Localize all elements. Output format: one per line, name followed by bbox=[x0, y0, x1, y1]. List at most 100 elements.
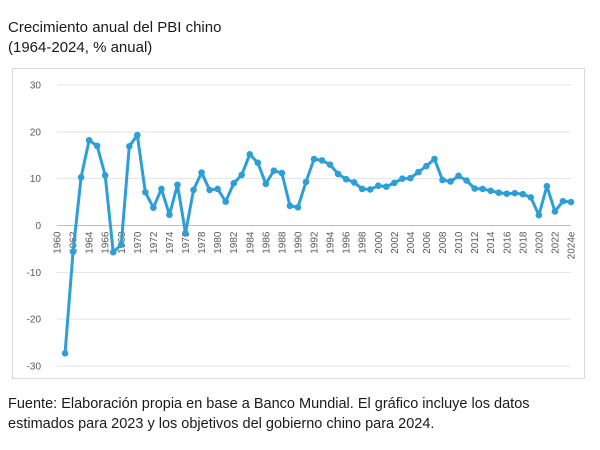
data-point bbox=[117, 241, 125, 248]
x-tick-label: 2008 bbox=[438, 231, 449, 254]
data-point bbox=[109, 248, 117, 256]
x-tick-label: 1966 bbox=[101, 231, 112, 254]
data-point bbox=[134, 131, 141, 139]
data-point bbox=[439, 176, 446, 184]
data-point bbox=[61, 350, 69, 357]
x-tick-label: 1976 bbox=[181, 231, 192, 254]
data-point bbox=[342, 175, 350, 183]
data-point bbox=[238, 171, 246, 179]
data-point bbox=[125, 143, 133, 150]
data-point bbox=[142, 188, 149, 196]
data-point bbox=[310, 155, 318, 163]
data-point bbox=[487, 187, 494, 195]
data-point bbox=[318, 157, 326, 164]
data-point bbox=[423, 162, 430, 170]
data-point bbox=[567, 198, 575, 206]
data-point bbox=[77, 173, 85, 181]
x-tick-label: 1982 bbox=[229, 231, 240, 254]
x-tick-label: 1992 bbox=[310, 231, 321, 254]
data-point bbox=[447, 178, 454, 185]
data-point bbox=[455, 172, 462, 180]
data-point bbox=[495, 189, 503, 197]
x-tick-label: 2024e bbox=[567, 231, 578, 259]
x-tick-label: 2010 bbox=[454, 231, 465, 254]
data-point bbox=[158, 185, 165, 193]
x-tick-label: 1960 bbox=[53, 231, 64, 254]
y-axis-ticks: 30 20 10 0 -10 -20 -30 bbox=[27, 81, 42, 373]
data-point bbox=[206, 186, 213, 194]
y-tick-label: -20 bbox=[27, 315, 42, 326]
data-point bbox=[527, 194, 535, 201]
y-tick-label: 10 bbox=[30, 174, 42, 185]
x-tick-label: 2006 bbox=[422, 231, 433, 254]
x-tick-label: 2012 bbox=[470, 231, 481, 254]
data-point bbox=[222, 198, 229, 205]
data-point bbox=[366, 186, 374, 193]
data-point bbox=[519, 190, 527, 198]
data-point bbox=[69, 248, 77, 256]
data-point bbox=[294, 203, 302, 211]
data-point bbox=[254, 159, 262, 167]
data-point bbox=[350, 179, 358, 186]
data-point bbox=[262, 180, 270, 188]
x-tick-label: 1964 bbox=[85, 231, 96, 254]
data-point bbox=[535, 211, 543, 219]
x-tick-label: 1990 bbox=[293, 231, 304, 254]
data-point bbox=[471, 185, 478, 192]
data-point bbox=[270, 167, 278, 174]
data-point bbox=[374, 182, 382, 189]
x-tick-label: 1994 bbox=[326, 231, 337, 254]
x-tick-label: 2014 bbox=[486, 231, 497, 254]
x-tick-label: 1974 bbox=[165, 231, 176, 254]
source-note: Fuente: Elaboración propia en base a Ban… bbox=[8, 396, 530, 432]
data-point bbox=[399, 175, 406, 182]
x-tick-label: 2002 bbox=[390, 231, 401, 254]
x-axis-ticks: 1960196219641966196819701972197419761978… bbox=[53, 231, 578, 259]
y-tick-label: 30 bbox=[30, 81, 42, 92]
chart-title: Crecimiento anual del PBI chino bbox=[8, 19, 222, 36]
x-tick-label: 1996 bbox=[342, 231, 353, 254]
x-tick-label: 2016 bbox=[502, 231, 513, 254]
data-point bbox=[101, 172, 109, 179]
chart-subtitle: (1964-2024, % anual) bbox=[8, 39, 153, 56]
data-point bbox=[190, 186, 197, 194]
data-point bbox=[150, 204, 157, 211]
y-tick-label: 20 bbox=[30, 127, 42, 138]
data-point bbox=[358, 185, 366, 193]
data-point bbox=[182, 229, 189, 237]
data-point bbox=[230, 180, 237, 187]
x-tick-label: 1970 bbox=[133, 231, 144, 254]
x-tick-label: 1998 bbox=[358, 231, 369, 254]
data-point bbox=[559, 197, 567, 205]
data-point bbox=[415, 168, 422, 176]
series-line bbox=[63, 133, 572, 354]
data-point bbox=[214, 185, 221, 193]
data-point bbox=[174, 181, 181, 189]
data-point bbox=[551, 208, 559, 215]
y-tick-label: -10 bbox=[27, 268, 42, 279]
y-tick-label: -30 bbox=[27, 362, 42, 373]
data-point bbox=[198, 169, 205, 176]
data-point bbox=[326, 161, 334, 168]
data-point bbox=[286, 202, 294, 210]
data-point bbox=[334, 170, 342, 178]
x-tick-label: 2018 bbox=[518, 231, 529, 254]
data-point bbox=[391, 179, 398, 187]
data-point bbox=[93, 142, 101, 150]
y-tick-label: 0 bbox=[35, 221, 41, 232]
x-tick-label: 2020 bbox=[534, 231, 545, 254]
gridlines bbox=[57, 84, 571, 367]
x-tick-label: 1972 bbox=[149, 231, 160, 254]
data-point bbox=[479, 185, 486, 193]
data-point bbox=[503, 190, 511, 197]
data-point bbox=[278, 169, 286, 177]
x-tick-label: 1978 bbox=[197, 231, 208, 254]
data-point bbox=[511, 189, 519, 197]
data-point bbox=[382, 183, 390, 190]
x-tick-label: 2004 bbox=[406, 231, 417, 254]
x-tick-label: 2022 bbox=[550, 231, 561, 254]
x-tick-label: 1988 bbox=[277, 231, 288, 254]
data-point bbox=[166, 211, 173, 219]
